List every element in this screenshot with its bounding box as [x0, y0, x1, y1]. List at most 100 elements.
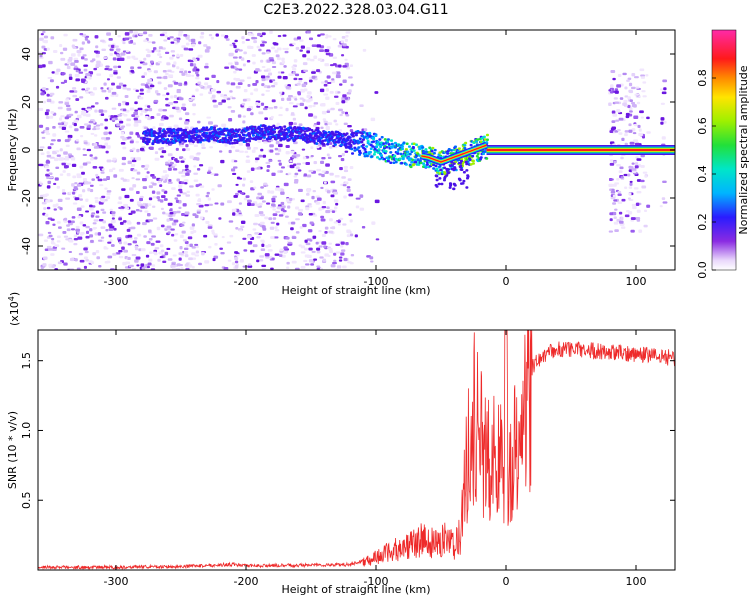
spectrogram-cell [320, 81, 325, 84]
spectrogram-cell [42, 263, 47, 267]
spectrogram-cell [104, 187, 108, 190]
spectrogram-signal-cell [462, 179, 466, 183]
spectrogram-cell [118, 241, 122, 245]
spectrogram-cell [287, 221, 292, 225]
spectrogram-cell [105, 131, 109, 135]
spectrogram-cell [281, 205, 286, 209]
spectrogram-cell [60, 51, 64, 55]
spectrogram-cell [46, 98, 52, 103]
spectrogram-cell [313, 55, 318, 59]
spectrogram-cell [280, 191, 285, 195]
spectrogram-cell [311, 44, 317, 48]
spectrogram-cell [296, 162, 302, 166]
spectrogram-cell [306, 46, 311, 51]
spectrogram-cell [281, 57, 285, 61]
spectrogram-cell [319, 49, 325, 52]
spectrogram-cell [643, 224, 648, 228]
spectrogram-image [38, 30, 675, 270]
spectrogram-cell [252, 228, 257, 231]
spectrogram-cell [195, 184, 199, 188]
spectrogram-cell [266, 51, 270, 54]
spectrogram-cell [609, 91, 614, 94]
spectrogram-signal-cell [448, 186, 452, 189]
spectrogram-cell [144, 167, 149, 171]
spectrogram-signal-cell [145, 134, 149, 137]
spectrogram-signal-cell [417, 163, 421, 166]
spectrogram-cell [614, 208, 618, 211]
spectrogram-cell [172, 168, 178, 171]
spectrogram-cell [132, 42, 136, 46]
spectrogram-cell [185, 267, 190, 270]
spectrogram-cell [181, 213, 185, 216]
spectrogram-cell [264, 117, 268, 120]
spectrogram-cell [133, 111, 139, 116]
spectrogram-cell [83, 68, 88, 72]
spectrogram-cell [265, 244, 270, 248]
spectrogram-signal-cell [315, 142, 319, 145]
spectrogram-cell [192, 213, 197, 216]
spectrogram-signal-cell [356, 130, 360, 133]
spectrogram-cell [319, 256, 324, 259]
spectrogram-signal-cell [246, 128, 250, 131]
spectrogram-cell [312, 124, 317, 127]
spectrogram-cell [275, 141, 280, 145]
spectrogram-cell [85, 72, 91, 76]
spectrogram-cell [276, 222, 280, 226]
spectrogram-cell [164, 227, 168, 231]
spectrogram-cell [82, 148, 86, 151]
spectrogram-cell [66, 61, 71, 65]
spectrogram-cell [294, 179, 299, 183]
spectrogram-cell [84, 250, 89, 254]
spectrogram-cell [195, 245, 199, 249]
spectrogram-cell [316, 250, 321, 254]
spectrogram-cell [65, 238, 70, 241]
spectrogram-cell [41, 201, 47, 205]
spectrogram-cell [184, 240, 189, 245]
spectrogram-cell [132, 240, 137, 244]
spectrogram-cell [79, 96, 84, 99]
spectrogram-cell [41, 131, 45, 134]
spectrogram-cell [338, 108, 343, 112]
spectrogram-cell [145, 82, 150, 85]
spectrogram-cell [319, 267, 324, 270]
spectrogram-signal-cell [230, 141, 234, 145]
spectrogram-cell [94, 156, 98, 160]
spectrogram-cell [269, 226, 275, 230]
spectrogram-cell [249, 33, 255, 36]
spectrogram-signal-cell [471, 154, 475, 158]
spectrogram-signal-cell [205, 126, 209, 129]
spectrogram-cell [205, 62, 209, 66]
spectrogram-cell [53, 182, 57, 185]
spectrogram-signal-cell [363, 154, 367, 158]
spectrogram-cell [340, 252, 345, 256]
spectrogram-cell [300, 251, 306, 254]
spectrogram-cell [151, 205, 156, 208]
spectrogram-signal-cell [411, 146, 415, 149]
spectrogram-cell [165, 72, 169, 76]
spectrogram-cell [335, 123, 339, 126]
spectrogram-cell [139, 197, 143, 202]
spectrogram-signal-cell [263, 124, 267, 128]
spectrogram-cell [101, 145, 106, 149]
spectrogram-cell [628, 198, 634, 202]
spectrogram-cell [224, 36, 228, 39]
spectrogram-cell [306, 57, 311, 61]
spectrogram-cell [624, 130, 629, 133]
spectrogram-cell [76, 207, 82, 211]
spectrogram-cell [268, 107, 274, 110]
spectrogram-cell [263, 107, 268, 111]
spectrogram-cell [140, 206, 145, 209]
spectrogram-cell [106, 78, 111, 81]
spectrogram-cell [49, 115, 54, 119]
spectrogram-cell [191, 43, 196, 47]
spectrogram-cell [133, 237, 138, 240]
spectrogram-signal-cell [248, 135, 252, 138]
spectrogram-cell [277, 71, 282, 74]
spectrogram-cell [616, 84, 622, 88]
spectrogram-cell [164, 35, 168, 38]
spectrogram-cell [295, 218, 300, 221]
spectrogram-cell [333, 206, 338, 210]
spectrogram-cell [624, 95, 629, 98]
spectrogram-cell [289, 197, 293, 201]
spectrogram-cell [324, 80, 328, 83]
